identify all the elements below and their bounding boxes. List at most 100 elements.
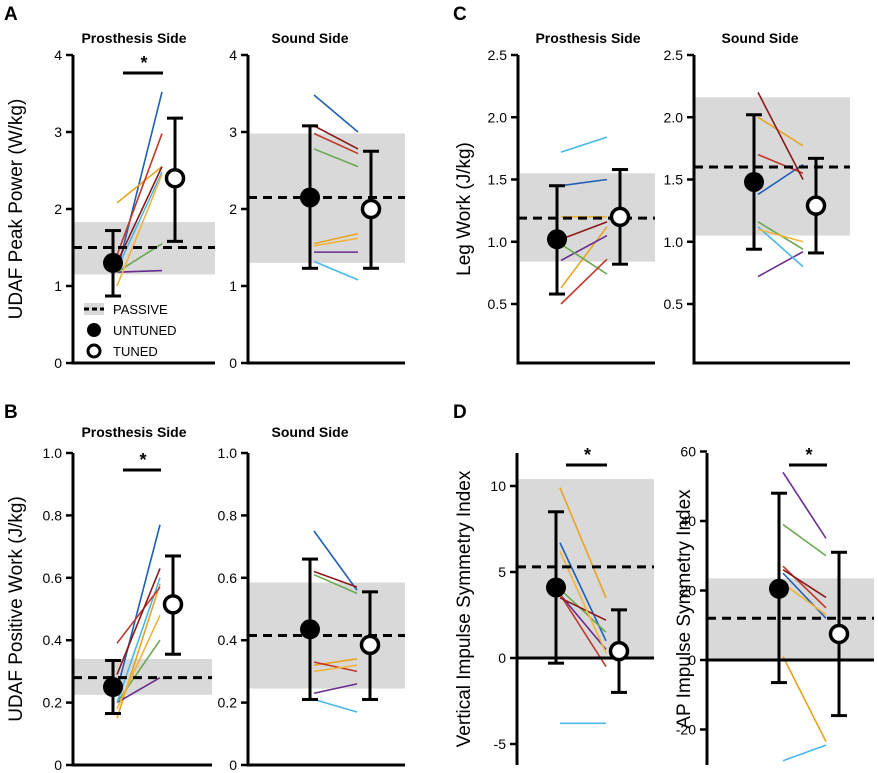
y-tick-label: 1 — [229, 278, 237, 294]
tuned-mean-marker — [609, 206, 631, 228]
y-axis-label: Leg Work (J/kg) — [454, 142, 475, 276]
y-tick-label: 2.0 — [664, 109, 684, 125]
subject-line — [782, 471, 827, 539]
untuned-mean-marker — [103, 677, 123, 697]
subject-line — [560, 178, 608, 187]
subject-line — [116, 166, 163, 204]
subject-line — [782, 656, 827, 743]
y-tick-label: 10 — [490, 478, 506, 494]
y-tick-label: 2.5 — [488, 47, 508, 63]
significance-star: * — [805, 445, 812, 465]
y-tick-label: 0 — [688, 652, 696, 668]
y-tick-label: 1 — [54, 278, 62, 294]
y-tick-label: 0.6 — [43, 570, 63, 586]
panel-letter-a: A — [4, 4, 18, 25]
tuned-mean-marker — [828, 623, 850, 645]
y-tick-label: 1.0 — [488, 234, 508, 250]
subject-line — [757, 226, 804, 268]
y-tick-label: 0.5 — [488, 296, 508, 312]
y-tick-label: 0.2 — [43, 695, 63, 711]
y-tick-label: 5 — [498, 564, 506, 580]
subject-line — [782, 568, 827, 599]
panel-letter-b: B — [4, 402, 18, 423]
subject-line — [313, 260, 359, 281]
significance-star: * — [584, 445, 591, 465]
chart-B-sound: 0 0.2 0.4 0.6 0.8 1.0 Sound Side — [218, 424, 405, 773]
y-tick-label: 4 — [229, 47, 237, 63]
subject-line — [560, 234, 608, 262]
y-tick-label: 0 — [54, 355, 62, 371]
subject-line — [313, 661, 358, 673]
chart-title: Sound Side — [272, 30, 349, 46]
subject-line — [559, 593, 607, 668]
y-tick-label: 0.4 — [43, 632, 63, 648]
y-tick-label: 2 — [54, 201, 62, 217]
subject-line — [560, 221, 608, 241]
y-tick-label: 20 — [680, 583, 696, 599]
y-axis-label: UDAF Positive Work (J/kg) — [6, 496, 27, 722]
subject-line — [560, 226, 608, 289]
passive-range-band — [517, 479, 654, 658]
subject-line — [757, 228, 804, 243]
untuned-mean-marker — [546, 577, 566, 598]
subject-line — [313, 664, 358, 673]
y-tick-label: 0.6 — [218, 570, 238, 586]
tuned-mean-marker — [164, 167, 186, 189]
y-tick-label: 0.8 — [43, 507, 63, 523]
y-tick-label: 60 — [680, 444, 696, 460]
subject-line — [116, 586, 161, 644]
y-tick-label: 1.0 — [664, 234, 684, 250]
chart-D-ap: -20 0 20 40 60 * AP Impulse Symmetry Index — [674, 444, 874, 765]
subject-lines — [313, 530, 358, 713]
y-tick-label: 3 — [229, 124, 237, 140]
chart-A-prosthesis: 0 1 2 3 4 * Prosthesis Side UDAF Peak Power (W/… — [6, 30, 215, 371]
legend-untuned-marker — [87, 323, 101, 337]
subject-line — [116, 91, 163, 273]
subject-lines — [782, 471, 827, 762]
subject-line — [313, 698, 358, 713]
subject-line — [313, 683, 358, 695]
legend-tuned-label: TUNED — [113, 344, 158, 359]
y-tick-label: 0 — [498, 650, 506, 666]
y-tick-label: 0 — [54, 757, 62, 773]
subject-line — [116, 676, 161, 704]
legend-untuned-label: UNTUNED — [113, 323, 177, 338]
subject-line — [313, 125, 359, 150]
y-axis-label: Vertical Impulse Symmetry Index — [454, 470, 475, 747]
subject-lines — [116, 91, 163, 287]
subject-line — [116, 269, 163, 273]
subject-line — [559, 597, 607, 621]
subject-line — [313, 232, 359, 245]
charts-layer: 0 1 2 3 4 * Prosthesis Side UDAF Peak Power (W/… — [6, 30, 874, 773]
y-tick-label: 0 — [229, 355, 237, 371]
subject-line — [313, 148, 359, 168]
significance-star: * — [140, 53, 147, 73]
subject-line — [116, 133, 163, 256]
y-tick-label: -5 — [494, 736, 507, 752]
untuned-mean-marker — [547, 229, 567, 250]
untuned-mean-marker — [300, 187, 320, 208]
subject-line — [313, 573, 358, 595]
y-tick-label: 1.5 — [664, 172, 684, 188]
y-axis-label: AP Impulse Symmetry Index — [674, 489, 695, 729]
y-tick-label: 1.0 — [43, 445, 63, 461]
y-tick-label: 1.0 — [218, 445, 238, 461]
subject-line — [757, 251, 804, 278]
subject-line — [782, 582, 827, 616]
subject-line — [116, 583, 161, 719]
y-tick-label: 0.5 — [664, 296, 684, 312]
untuned-mean-marker — [300, 619, 320, 640]
chart-D-vertical: -5 0 5 10 * Vertical Impulse Symmetry Index — [454, 445, 654, 765]
panel-letter-d: D — [453, 402, 467, 423]
chart-title: Prosthesis Side — [81, 424, 186, 440]
untuned-mean-marker — [769, 578, 789, 599]
y-tick-label: 2 — [229, 201, 237, 217]
subject-line — [116, 614, 161, 710]
y-tick-label: 3 — [54, 124, 62, 140]
subject-line — [313, 94, 359, 133]
y-tick-label: 2.5 — [664, 47, 684, 63]
untuned-mean-marker — [744, 171, 764, 192]
tuned-mean-marker — [162, 594, 184, 615]
untuned-mean-marker — [103, 252, 123, 273]
y-axis-label: UDAF Peak Power (W/kg) — [6, 99, 27, 320]
